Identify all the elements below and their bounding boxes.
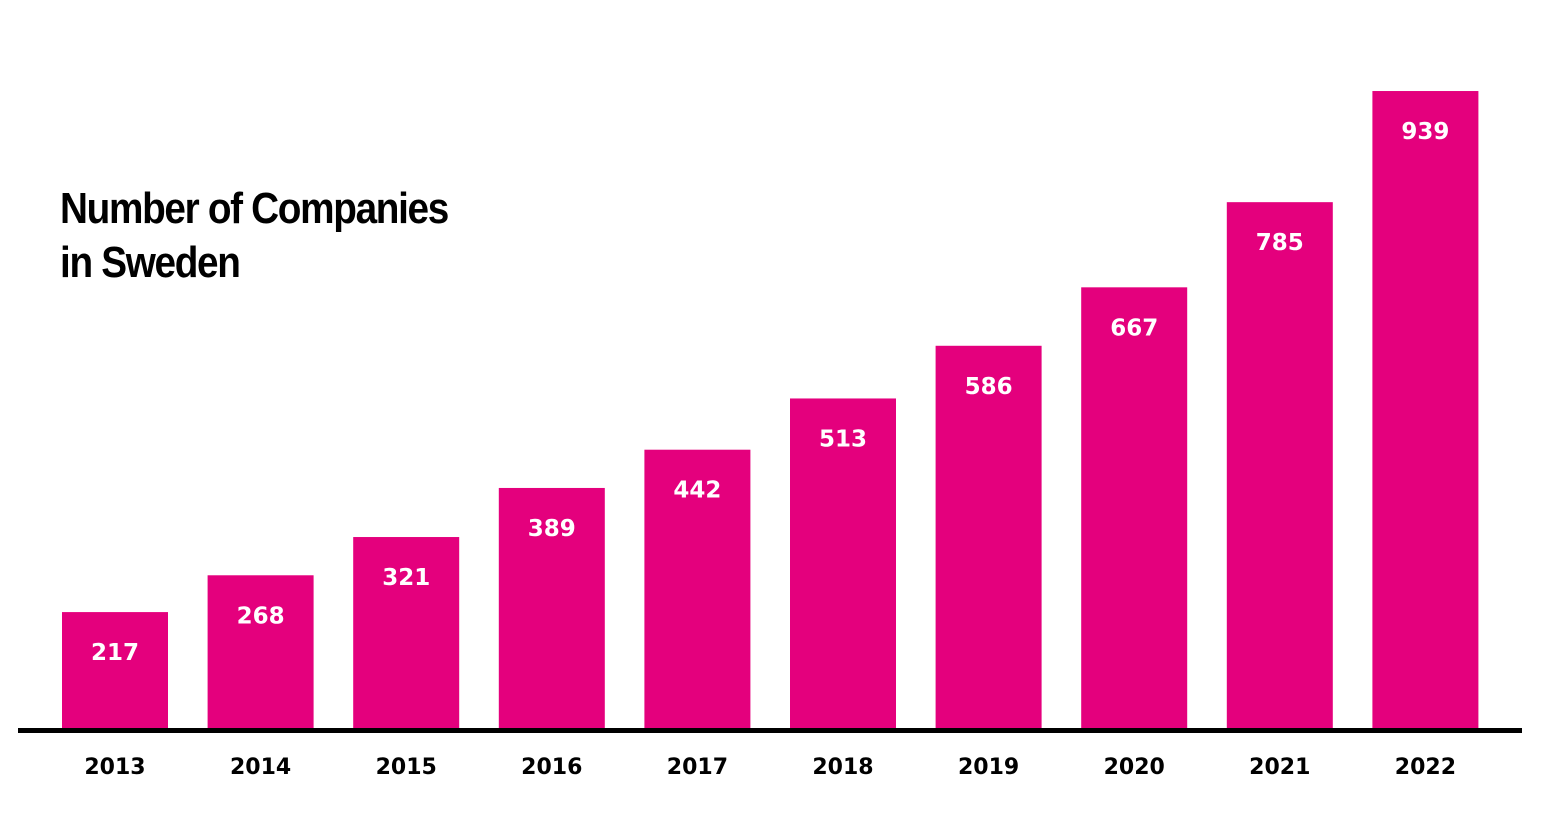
- x-tick-label: 2021: [1249, 755, 1310, 780]
- data-label-2020: 667: [1110, 315, 1158, 341]
- data-label-2015: 321: [382, 565, 430, 591]
- bar-2021: [1226, 202, 1333, 730]
- x-tick-label: 2014: [230, 755, 291, 780]
- bar-2020: [1081, 287, 1188, 729]
- bar-2017: [644, 449, 751, 729]
- chart-title-line-1: Number of Companies: [60, 184, 449, 233]
- bar-2019: [935, 345, 1042, 729]
- data-label-2017: 442: [673, 478, 721, 504]
- bar-2016: [498, 487, 605, 729]
- data-label-2019: 586: [965, 374, 1013, 400]
- data-label-2021: 785: [1256, 230, 1304, 256]
- data-label-2014: 268: [237, 603, 285, 629]
- bar-2014: [207, 575, 314, 729]
- chart-title-line-2: in Sweden: [60, 238, 241, 287]
- x-tick-label: 2015: [376, 755, 437, 780]
- x-tick-label: 2013: [84, 755, 145, 780]
- x-tick-label: 2022: [1395, 755, 1456, 780]
- x-tick-label: 2019: [958, 755, 1019, 780]
- data-label-2016: 389: [528, 516, 576, 542]
- data-label-2013: 217: [91, 640, 139, 666]
- bar-2022: [1372, 91, 1479, 730]
- x-tick-label: 2017: [667, 755, 728, 780]
- x-tick-label: 2016: [521, 755, 582, 780]
- bar-2015: [353, 537, 460, 729]
- data-label-2022: 939: [1401, 119, 1449, 145]
- chart-title: Number of Companies in Sweden: [60, 182, 449, 290]
- data-label-2018: 513: [819, 426, 867, 452]
- bar-2018: [790, 398, 896, 729]
- bar-2013: [62, 612, 168, 729]
- x-tick-label: 2020: [1104, 755, 1165, 780]
- x-tick-label: 2018: [812, 755, 873, 780]
